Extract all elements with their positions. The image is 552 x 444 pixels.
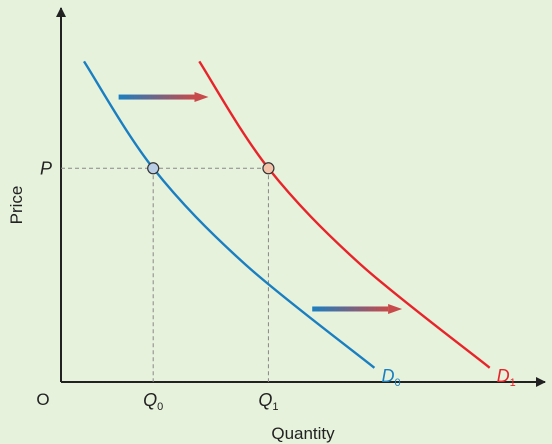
q0-label-main: Q (143, 390, 157, 410)
shift-arrow-lower (312, 303, 403, 314)
shift-arrow-head (194, 92, 209, 103)
point-p-q1 (262, 162, 275, 175)
shift-arrow-upper (118, 92, 209, 103)
d1-label-main: D (497, 366, 510, 386)
q0-tick-label: Q0 (143, 390, 163, 413)
d1-series-label: D1 (497, 366, 516, 389)
d0-label-sub: 0 (394, 377, 400, 389)
origin-label: O (36, 390, 49, 409)
demand-curve-d1 (198, 60, 491, 369)
q1-label-sub: 1 (272, 401, 278, 413)
d1-label-sub: 1 (510, 377, 516, 389)
y-axis-label: Price (7, 186, 26, 225)
demand-curve-d0 (82, 60, 376, 369)
q1-label-main: Q (258, 390, 272, 410)
shift-arrow-shaft (312, 306, 389, 312)
d0-label-main: D (381, 366, 394, 386)
shift-arrow-shaft (118, 94, 195, 100)
d0-series-label: D0 (381, 366, 400, 389)
shift-arrow-head (388, 303, 403, 314)
q0-label-sub: 0 (157, 401, 163, 413)
x-axis-label: Quantity (271, 424, 335, 443)
q1-tick-label: Q1 (258, 390, 278, 413)
point-p-q0 (147, 162, 160, 175)
price-tick-label: P (40, 158, 52, 178)
